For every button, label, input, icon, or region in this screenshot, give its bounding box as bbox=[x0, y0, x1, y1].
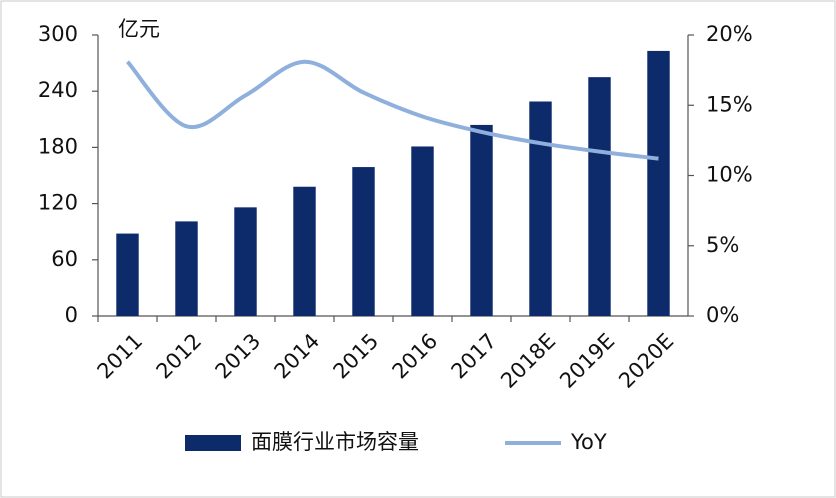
legend-swatch bbox=[185, 435, 241, 451]
legend-label: YoY bbox=[570, 430, 607, 454]
y2-tick-label: 5% bbox=[706, 233, 739, 257]
y-tick-label: 0 bbox=[65, 303, 78, 327]
bar bbox=[175, 221, 198, 316]
bar bbox=[352, 167, 375, 316]
y-tick-label: 60 bbox=[51, 247, 78, 271]
bar bbox=[293, 186, 316, 316]
y2-tick-label: 10% bbox=[706, 163, 753, 187]
bar bbox=[470, 124, 493, 316]
y-tick-label: 240 bbox=[38, 78, 78, 102]
y-tick-label: 180 bbox=[38, 134, 78, 158]
y2-tick-label: 15% bbox=[706, 92, 753, 116]
bar bbox=[411, 146, 434, 316]
line bbox=[125, 59, 659, 161]
legend-label: 面膜行业市场容量 bbox=[251, 430, 419, 454]
bar bbox=[647, 50, 670, 316]
bar bbox=[588, 77, 611, 317]
y-tick-label: 120 bbox=[38, 191, 78, 215]
y2-tick-label: 0% bbox=[706, 303, 739, 327]
y-tick-label: 300 bbox=[38, 22, 78, 46]
y2-tick-label: 20% bbox=[706, 22, 753, 46]
unit-annotation: 亿元 bbox=[118, 17, 160, 41]
bar bbox=[234, 207, 257, 316]
bar bbox=[529, 101, 552, 317]
bar bbox=[116, 233, 139, 316]
